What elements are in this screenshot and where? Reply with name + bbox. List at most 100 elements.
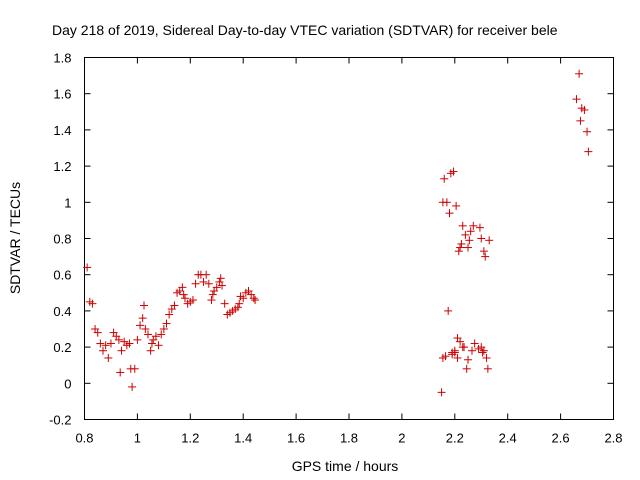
data-point <box>181 294 190 303</box>
data-point <box>101 341 110 350</box>
data-point <box>130 364 139 373</box>
data-point <box>83 263 92 272</box>
x-tick-label: 1.2 <box>181 431 199 446</box>
data-point <box>114 335 123 344</box>
x-tick-label: 1.8 <box>340 431 358 446</box>
data-point <box>481 252 490 261</box>
data-point <box>233 303 242 312</box>
data-point <box>575 69 584 78</box>
data-point <box>454 247 463 256</box>
y-tick-label: 1.4 <box>53 123 71 138</box>
data-point <box>444 306 453 315</box>
y-tick-label: 1.2 <box>53 159 71 174</box>
x-axis-label: GPS time / hours <box>292 458 399 474</box>
data-point <box>157 330 166 339</box>
data-point <box>216 274 225 283</box>
x-tick-label: 1.4 <box>234 431 252 446</box>
data-point <box>580 105 589 114</box>
axis-ticks <box>84 57 614 420</box>
y-tick-label: 0.4 <box>53 304 71 319</box>
data-point <box>88 299 97 308</box>
data-point <box>462 364 471 373</box>
data-point <box>583 127 592 136</box>
data-point <box>483 364 492 373</box>
data-point <box>138 314 147 323</box>
y-tick-label: 1 <box>64 195 71 210</box>
data-point <box>485 236 494 245</box>
data-point <box>154 341 163 350</box>
data-point <box>450 348 459 357</box>
data-point <box>202 270 211 279</box>
data-point <box>146 346 155 355</box>
plot-frame <box>84 57 614 420</box>
axis-tick-labels: 0.8 1 1.2 1.4 1.6 1.8 2 2.2 2.4 2.6 2.8 -0.2 0 0.2 0.4… <box>49 51 622 446</box>
x-tick-label: 2.2 <box>446 431 464 446</box>
chart-title: Day 218 of 2019, Sidereal Day-to-day VTE… <box>52 22 558 38</box>
y-tick-label: 1.6 <box>53 87 71 102</box>
data-point <box>466 227 475 236</box>
data-point <box>452 201 461 210</box>
data-point <box>191 279 200 288</box>
data-point <box>453 353 462 362</box>
data-points <box>83 69 593 397</box>
data-point <box>178 283 187 292</box>
data-point <box>165 310 174 319</box>
data-point <box>199 277 208 286</box>
data-point <box>576 116 585 125</box>
data-point <box>125 339 134 348</box>
data-point <box>141 325 150 333</box>
data-point <box>467 346 476 355</box>
x-tick-label: 2.8 <box>604 431 622 446</box>
data-point <box>584 147 593 156</box>
data-point <box>470 339 479 348</box>
data-point <box>239 294 248 303</box>
data-point <box>456 243 465 252</box>
data-point <box>143 330 152 339</box>
data-point <box>440 174 449 183</box>
data-point <box>96 339 105 348</box>
data-point <box>136 321 145 330</box>
data-point <box>188 296 197 305</box>
y-tick-label: 0.2 <box>53 340 71 355</box>
data-point <box>464 243 473 252</box>
data-point <box>99 346 108 355</box>
data-point <box>235 299 244 308</box>
data-point <box>456 337 465 346</box>
data-point <box>106 339 115 348</box>
data-point <box>482 353 491 362</box>
x-tick-label: 2 <box>398 431 405 446</box>
data-point <box>140 301 149 310</box>
y-tick-label: 1.8 <box>53 51 71 66</box>
y-tick-label: 0.8 <box>53 232 71 247</box>
data-point <box>159 325 168 333</box>
y-axis-label: SDTVAR / TECUs <box>7 182 23 294</box>
data-point <box>207 296 216 305</box>
data-point <box>449 167 458 176</box>
data-point <box>477 234 486 243</box>
data-point <box>457 239 466 248</box>
data-point <box>93 328 102 337</box>
data-point <box>437 388 446 397</box>
data-point <box>445 209 454 218</box>
data-point <box>479 346 488 355</box>
x-tick-label: 0.8 <box>75 431 93 446</box>
data-point <box>438 353 447 362</box>
data-point <box>249 294 258 303</box>
x-tick-label: 2.6 <box>552 431 570 446</box>
data-point <box>251 296 260 305</box>
x-tick-label: 1.6 <box>287 431 305 446</box>
x-tick-label: 2.4 <box>499 431 517 446</box>
data-point <box>479 247 488 256</box>
data-point <box>104 353 113 362</box>
data-point <box>458 221 467 230</box>
data-point <box>458 343 467 352</box>
data-point <box>220 299 229 308</box>
data-point <box>204 279 213 288</box>
data-point <box>475 223 484 232</box>
y-tick-label: -0.2 <box>49 413 71 428</box>
data-point <box>151 332 160 341</box>
data-point <box>117 346 126 355</box>
data-point <box>572 95 581 104</box>
data-point <box>478 348 487 357</box>
